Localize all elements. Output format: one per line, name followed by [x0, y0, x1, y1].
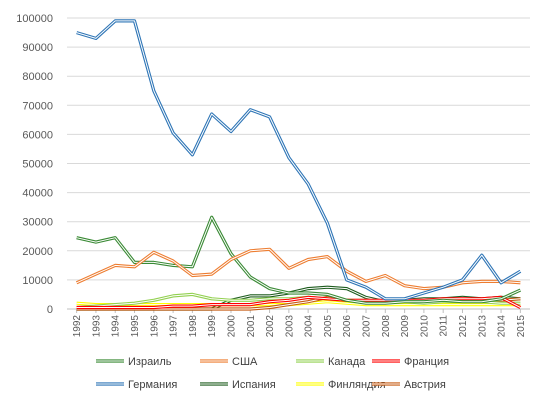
series-3 — [76, 295, 522, 310]
x-tick-label: 1995 — [130, 315, 141, 338]
legend-item: Австрия — [372, 379, 446, 391]
x-tick-label: 2005 — [323, 315, 334, 338]
legend-item: Финляндия — [296, 379, 386, 391]
legend-item: Германия — [96, 379, 177, 391]
y-tick-label: 30000 — [22, 217, 53, 229]
x-tick-label: 2013 — [477, 315, 488, 338]
x-tick-label: 1998 — [188, 315, 199, 338]
x-tick-label: 2011 — [439, 315, 450, 337]
y-tick-label: 100000 — [16, 13, 53, 25]
x-tick-label: 1992 — [72, 315, 83, 338]
y-tick-label: 40000 — [22, 188, 53, 200]
x-tick-label: 2012 — [458, 315, 469, 338]
x-tick-label: 2007 — [362, 315, 373, 338]
series-line-core — [76, 296, 521, 308]
x-tick-label: 2009 — [400, 315, 411, 338]
legend-label: Финляндия — [328, 379, 386, 391]
series-line — [76, 19, 522, 301]
legend-label: Австрия — [404, 379, 446, 391]
x-tick-label: 1997 — [169, 315, 180, 338]
legend-item: Испания — [200, 379, 276, 391]
y-tick-label: 80000 — [22, 71, 53, 83]
series-0 — [76, 215, 522, 305]
legend-item: Израиль — [96, 356, 172, 368]
legend: Израиль США Канада Франция Германия Испания Фи… — [96, 356, 449, 391]
series-line-core — [76, 216, 521, 304]
x-tick-label: 2002 — [265, 315, 276, 338]
x-tick-label: 1999 — [207, 315, 218, 338]
legend-label: Канада — [328, 356, 366, 368]
y-tick-label: 50000 — [22, 159, 53, 171]
x-tick-label: 2008 — [381, 315, 392, 338]
x-tick-label: 2014 — [497, 315, 508, 338]
x-axis-ticks: 1992 1993 1994 1995 1996 1997 1998 1999 2000 2001… — [72, 309, 527, 337]
series-4 — [76, 19, 522, 301]
x-tick-label: 2003 — [284, 315, 295, 338]
y-tick-label: 0 — [47, 304, 53, 316]
x-tick-label: 2006 — [342, 315, 353, 338]
y-tick-label: 60000 — [22, 129, 53, 141]
legend-label: Франция — [404, 356, 449, 368]
x-tick-label: 2001 — [246, 315, 257, 338]
x-tick-label: 1993 — [91, 315, 102, 338]
y-tick-label: 90000 — [22, 42, 53, 54]
legend-item: Франция — [372, 356, 449, 368]
y-tick-label: 20000 — [22, 246, 53, 258]
legend-label: Израиль — [128, 356, 172, 368]
legend-label: США — [232, 356, 258, 368]
x-tick-label: 1996 — [149, 315, 160, 338]
legend-item: США — [200, 356, 258, 368]
legend-item: Канада — [296, 356, 366, 368]
x-tick-label: 2000 — [226, 315, 237, 338]
legend-label: Германия — [128, 379, 177, 391]
x-tick-label: 2010 — [419, 315, 430, 338]
legend-label: Испания — [232, 379, 276, 391]
series-line-core — [76, 20, 521, 300]
x-tick-label: 2004 — [304, 315, 315, 338]
x-tick-label: 2015 — [516, 315, 527, 338]
y-tick-label: 10000 — [22, 275, 53, 287]
y-tick-label: 70000 — [22, 100, 53, 112]
x-tick-label: 1994 — [111, 315, 122, 338]
series-lines — [75, 19, 522, 311]
y-axis-ticks: 0 10000 20000 30000 40000 50000 60000 70000 8000… — [16, 13, 53, 316]
